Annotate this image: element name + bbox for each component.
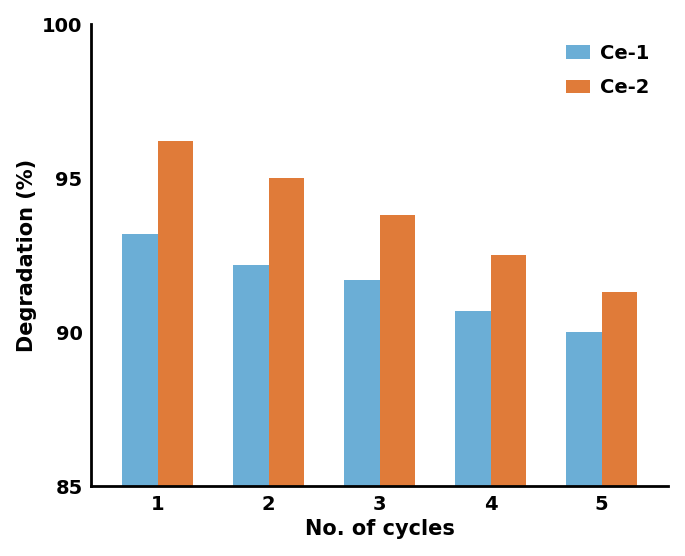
Y-axis label: Degradation (%): Degradation (%) [16, 159, 37, 352]
Bar [158, 141, 193, 556]
Bar [566, 332, 601, 556]
X-axis label: No. of cycles: No. of cycles [305, 519, 455, 539]
Bar [490, 255, 526, 556]
Bar [379, 215, 415, 556]
Legend: Ce-1, Ce-2: Ce-1, Ce-2 [557, 34, 658, 107]
Bar [122, 234, 158, 556]
Bar [233, 265, 269, 556]
Bar [601, 292, 637, 556]
Bar [344, 280, 379, 556]
Bar [269, 178, 304, 556]
Bar [455, 311, 490, 556]
